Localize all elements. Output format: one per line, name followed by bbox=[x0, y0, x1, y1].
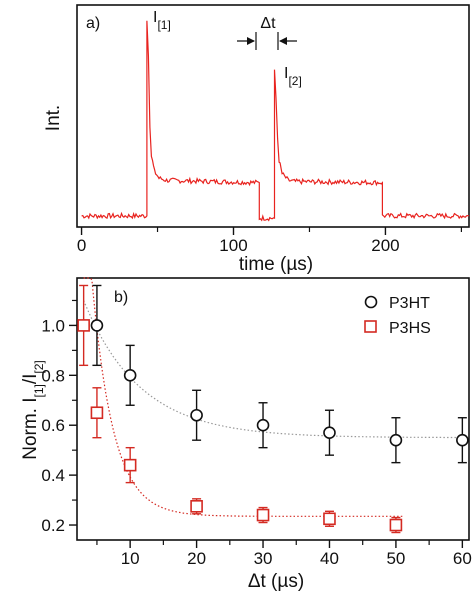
data-point-p3hs bbox=[90, 406, 104, 420]
delta-t-right-arrow-head bbox=[279, 37, 287, 45]
peak1-label: I[1] bbox=[153, 9, 171, 32]
panel-b-frame bbox=[76, 277, 470, 541]
panel-b-label: b) bbox=[114, 289, 128, 306]
panel-a-x-ticks: 0 100 200 bbox=[77, 227, 463, 255]
data-point-p3hs bbox=[389, 518, 403, 532]
panel-a-x-axis-title: time (µs) bbox=[239, 254, 313, 275]
panel-b-y-tick-label: 0.4 bbox=[41, 466, 65, 485]
panel-a-label: a) bbox=[86, 15, 100, 32]
data-point-p3hs bbox=[77, 319, 90, 332]
panel-a-y-axis-title: Int. bbox=[43, 105, 64, 131]
data-point-p3ht bbox=[456, 433, 469, 447]
data-point-p3ht bbox=[90, 319, 104, 332]
legend-label-p3hs: P3HS bbox=[389, 320, 431, 337]
legend-marker-p3ht bbox=[364, 295, 378, 309]
data-point-p3ht bbox=[190, 408, 203, 422]
data-point-p3hs bbox=[256, 508, 270, 522]
panel-b-x-tick-label: 60 bbox=[453, 549, 472, 568]
panel-a-x-tick-label: 100 bbox=[219, 236, 247, 255]
data-point-p3ht bbox=[123, 369, 137, 382]
panel-a-trace-group bbox=[81, 20, 470, 222]
panel-b-x-tick-label: 20 bbox=[187, 549, 206, 568]
panel-b-decay-plot: b) Norm. I[1]/I[2] Δt (µs) 10 20 30 40 50 60 0… bbox=[20, 277, 472, 592]
panel-b-y-tick-label: 0.8 bbox=[41, 366, 65, 385]
data-point-p3hs bbox=[190, 500, 203, 513]
delta-t-label: Δt bbox=[260, 15, 276, 32]
panel-b-y-tick-label: 0.2 bbox=[41, 516, 65, 535]
data-point-p3ht bbox=[256, 418, 270, 432]
data-point-p3hs bbox=[123, 458, 137, 472]
peak2-label: I[2] bbox=[284, 65, 302, 88]
panel-a-frame bbox=[76, 4, 470, 228]
panel-a-x-tick-label: 0 bbox=[77, 236, 86, 255]
panel-b-x-axis-title: Δt (µs) bbox=[248, 571, 304, 592]
delta-t-left-arrow-head bbox=[247, 37, 255, 45]
panel-b-y-tick-label: 0.6 bbox=[41, 416, 65, 435]
data-point-p3ht bbox=[323, 426, 336, 440]
panel-b-x-tick-label: 40 bbox=[320, 549, 339, 568]
data-point-p3ht bbox=[389, 433, 403, 447]
panel-b-fit-curves bbox=[83, 277, 469, 517]
panel-b-y-axis-title: Norm. I[1]/I[2] bbox=[20, 360, 46, 460]
fit-curve-p3hs bbox=[83, 277, 403, 517]
panel-b-y-axis-title-text: Norm. I[1]/I[2] bbox=[20, 360, 46, 460]
panel-b-x-tick-label: 10 bbox=[121, 549, 140, 568]
legend-marker-p3hs bbox=[364, 320, 377, 333]
panel-a-x-tick-label: 200 bbox=[371, 236, 399, 255]
legend: P3HT P3HS bbox=[364, 295, 431, 337]
panel-b-data-points bbox=[77, 284, 469, 534]
panel-b-ticks: 10 20 30 40 50 60 0.2 0.4 0.6 0.8 1.0 bbox=[41, 299, 472, 568]
panel-b-y-tick-label: 1.0 bbox=[41, 316, 65, 335]
panel-a-time-trace: a) Int. time (µs) 0 100 200 I[1] I[2] Δt bbox=[43, 4, 470, 275]
panel-b-x-tick-label: 50 bbox=[386, 549, 405, 568]
panel-a-annotations: I[1] I[2] Δt bbox=[153, 9, 302, 88]
data-point-p3hs bbox=[323, 512, 336, 526]
panel-b-x-tick-label: 30 bbox=[254, 549, 273, 568]
panel-a-trace-line bbox=[81, 20, 470, 222]
legend-label-p3ht: P3HT bbox=[389, 295, 430, 312]
